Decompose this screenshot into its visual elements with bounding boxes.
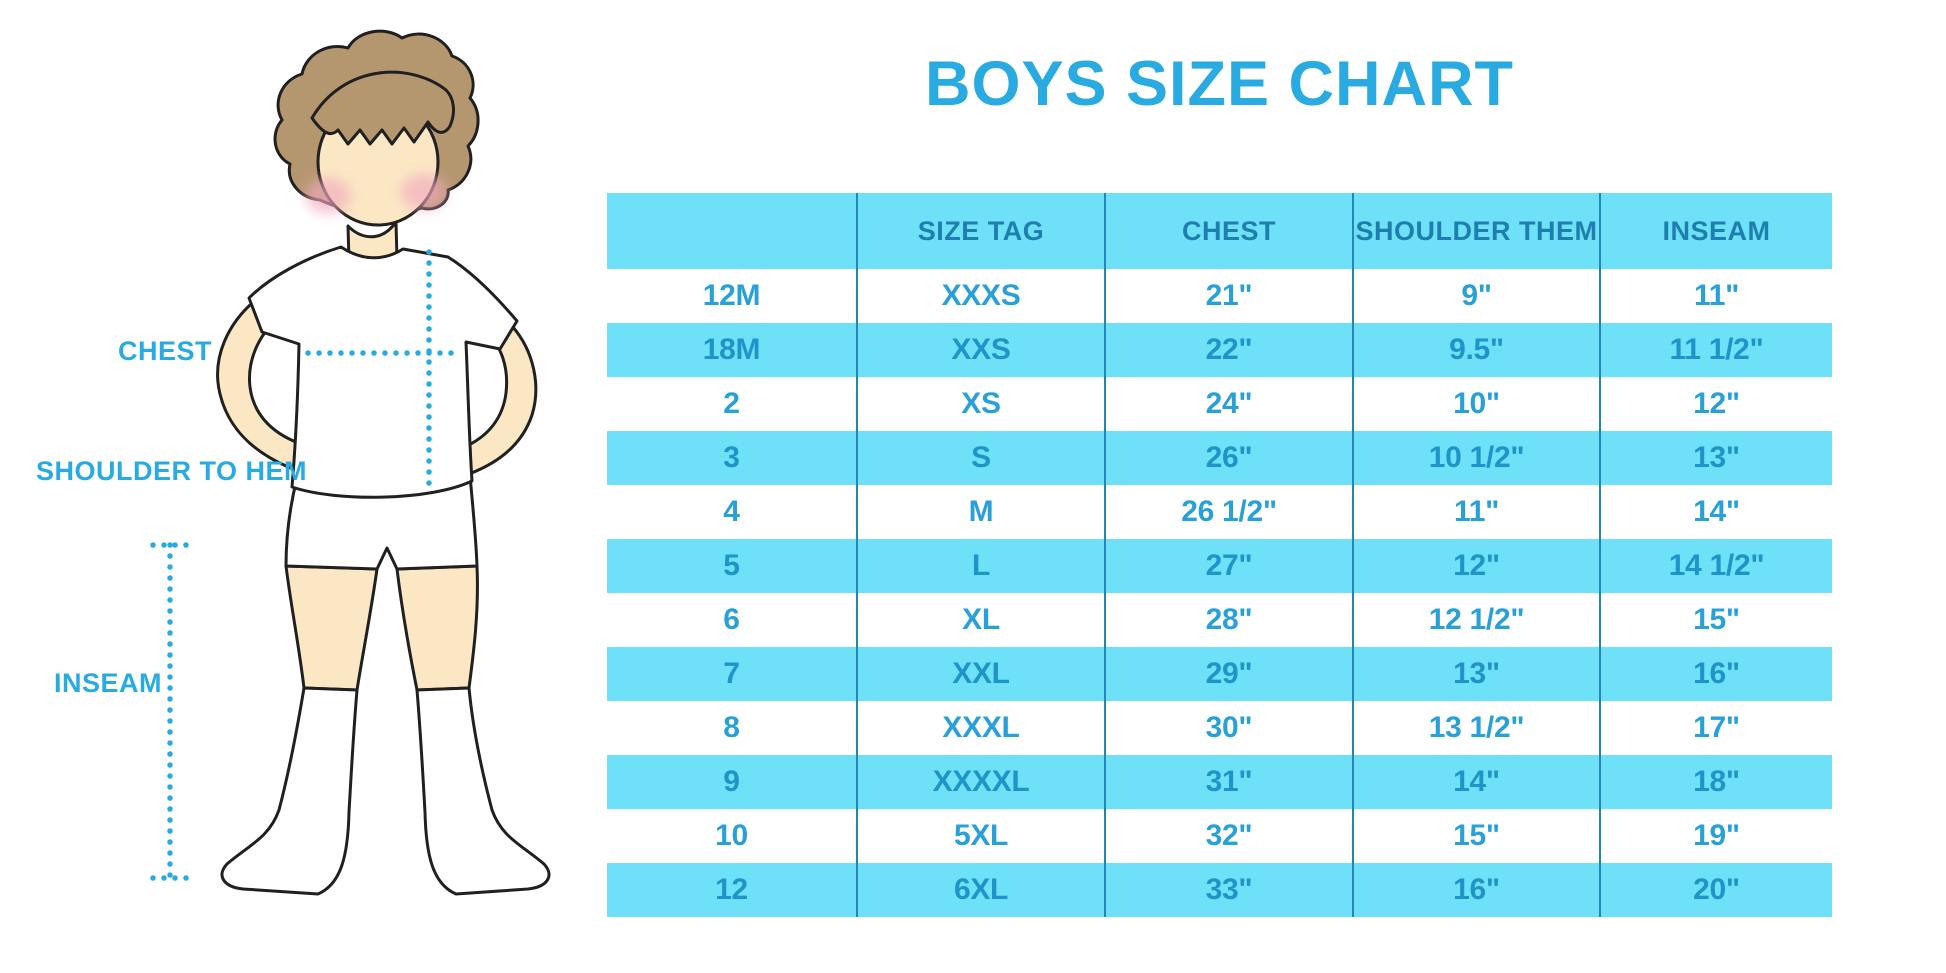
boy-figure-illustration <box>150 29 551 896</box>
table-cell: XXXS <box>856 269 1105 323</box>
table-cell: XXXXL <box>856 755 1105 809</box>
table-cell: XS <box>856 377 1105 431</box>
table-cell: 15" <box>1352 809 1600 863</box>
table-cell: 26 1/2" <box>1104 485 1353 539</box>
inseam-label: INSEAM <box>54 668 163 698</box>
table-cell: 12" <box>1352 539 1600 593</box>
table-cell: 22" <box>1104 323 1353 377</box>
table-row: 3 S 26" 10 1/2" 13" <box>607 431 1832 485</box>
boy-left-sock <box>220 686 359 896</box>
table-cell: 16" <box>1352 863 1600 917</box>
page-title: BOYS SIZE CHART <box>924 49 1515 119</box>
table-cell: L <box>856 539 1105 593</box>
table-cell: 29" <box>1104 647 1353 701</box>
table-row: 9 XXXXL 31" 14" 18" <box>607 755 1832 809</box>
column-header: INSEAM <box>1599 193 1832 269</box>
table-row: 10 5XL 32" 15" 19" <box>607 809 1832 863</box>
table-cell: 6 <box>723 603 740 636</box>
table-cell: 10" <box>1352 377 1600 431</box>
boy-right-sock <box>415 686 551 896</box>
table-cell: 13 1/2" <box>1352 701 1600 755</box>
table-row: 2 XS 24" 10" 12" <box>607 377 1832 431</box>
table-cell: 5 <box>607 539 857 593</box>
table-cell: 13" <box>1352 647 1600 701</box>
table-cell: 6XL <box>856 863 1105 917</box>
table-cell: 12 <box>607 863 857 917</box>
table-cell: 11" <box>1352 485 1600 539</box>
shoulder-to-hem-label: SHOULDER TO HEM <box>36 456 308 486</box>
table-cell: 2 <box>723 387 740 420</box>
table-cell: 4 <box>723 495 740 528</box>
table-row: 12M XXXS 21" 9" 11" <box>607 269 1832 323</box>
table-cell: 14 1/2" <box>1599 539 1832 593</box>
table-row: 12 6XL 33" 16" 20" <box>607 863 1832 917</box>
table-cell: 33" <box>1104 863 1353 917</box>
boy-left-leg <box>284 564 379 692</box>
table-cell: 12 1/2" <box>1352 593 1600 647</box>
table-row: 5 L 27" 12" 14 1/2" <box>607 539 1832 593</box>
column-header: CHEST <box>1104 193 1353 269</box>
table-cell: XXXL <box>856 701 1105 755</box>
table-cell: 18" <box>1599 755 1832 809</box>
table-row: 7 XXL 29" 13" 16" <box>607 647 1832 701</box>
table-cell: XXL <box>856 647 1105 701</box>
table-cell: 28" <box>1104 593 1353 647</box>
table-cell: 18M <box>607 323 857 377</box>
size-table: SIZE TAG CHEST SHOULDER THEM INSEAM 12M XXXS… <box>607 193 1832 917</box>
boy-right-blush <box>401 174 447 210</box>
table-row: 8 XXXL 30" 13 1/2" 17" <box>607 701 1832 755</box>
table-row: 18M XXS 22" 9.5" 11 1/2" <box>607 323 1832 377</box>
table-cell: 17" <box>1599 701 1832 755</box>
table-cell: 9 <box>607 755 857 809</box>
table-cell: 15" <box>1599 593 1832 647</box>
column-header <box>607 193 857 269</box>
table-cell: M <box>856 485 1105 539</box>
table-cell: 12" <box>1599 377 1832 431</box>
table-row: 6 XL 28" 12 1/2" 15" <box>607 593 1832 647</box>
boy-left-blush <box>305 178 351 214</box>
table-cell: 16" <box>1599 647 1832 701</box>
table-cell: 9" <box>1352 269 1600 323</box>
table-cell: 9.5" <box>1352 323 1600 377</box>
table-cell: S <box>856 431 1105 485</box>
table-cell: 31" <box>1104 755 1353 809</box>
table-cell: 10 1/2" <box>1352 431 1600 485</box>
boy-hair-fringe <box>310 70 455 146</box>
table-header-row: SIZE TAG CHEST SHOULDER THEM INSEAM <box>607 193 1832 269</box>
table-cell: 20" <box>1599 863 1832 917</box>
table-cell: 27" <box>1104 539 1353 593</box>
table-row: 4 M 26 1/2" 11" 14" <box>607 485 1832 539</box>
table-cell: 11" <box>1599 269 1832 323</box>
table-cell: 8 <box>723 711 740 744</box>
table-cell: 19" <box>1599 809 1832 863</box>
table-cell: 26" <box>1104 431 1353 485</box>
table-cell: 24" <box>1104 377 1353 431</box>
table-cell: 12M <box>702 279 761 312</box>
table-cell: XXS <box>856 323 1105 377</box>
table-cell: 14" <box>1352 755 1600 809</box>
column-header: SHOULDER THEM <box>1352 193 1600 269</box>
table-cell: 13" <box>1599 431 1832 485</box>
table-cell: 5XL <box>856 809 1105 863</box>
table-cell: 21" <box>1104 269 1353 323</box>
table-cell: 11 1/2" <box>1599 323 1832 377</box>
table-cell: 7 <box>607 647 857 701</box>
column-header: SIZE TAG <box>856 193 1105 269</box>
chest-label: CHEST <box>118 336 213 366</box>
table-cell: XL <box>856 593 1105 647</box>
table-cell: 32" <box>1104 809 1353 863</box>
table-cell: 14" <box>1599 485 1832 539</box>
table-cell: 30" <box>1104 701 1353 755</box>
table-cell: 10 <box>715 819 748 852</box>
boy-shirt <box>247 245 519 499</box>
boy-right-leg <box>395 564 479 692</box>
table-cell: 3 <box>607 431 857 485</box>
table-body: 12M XXXS 21" 9" 11" 18M XXS 22" 9.5" 11 1/2" 2 XS 24… <box>607 269 1832 917</box>
